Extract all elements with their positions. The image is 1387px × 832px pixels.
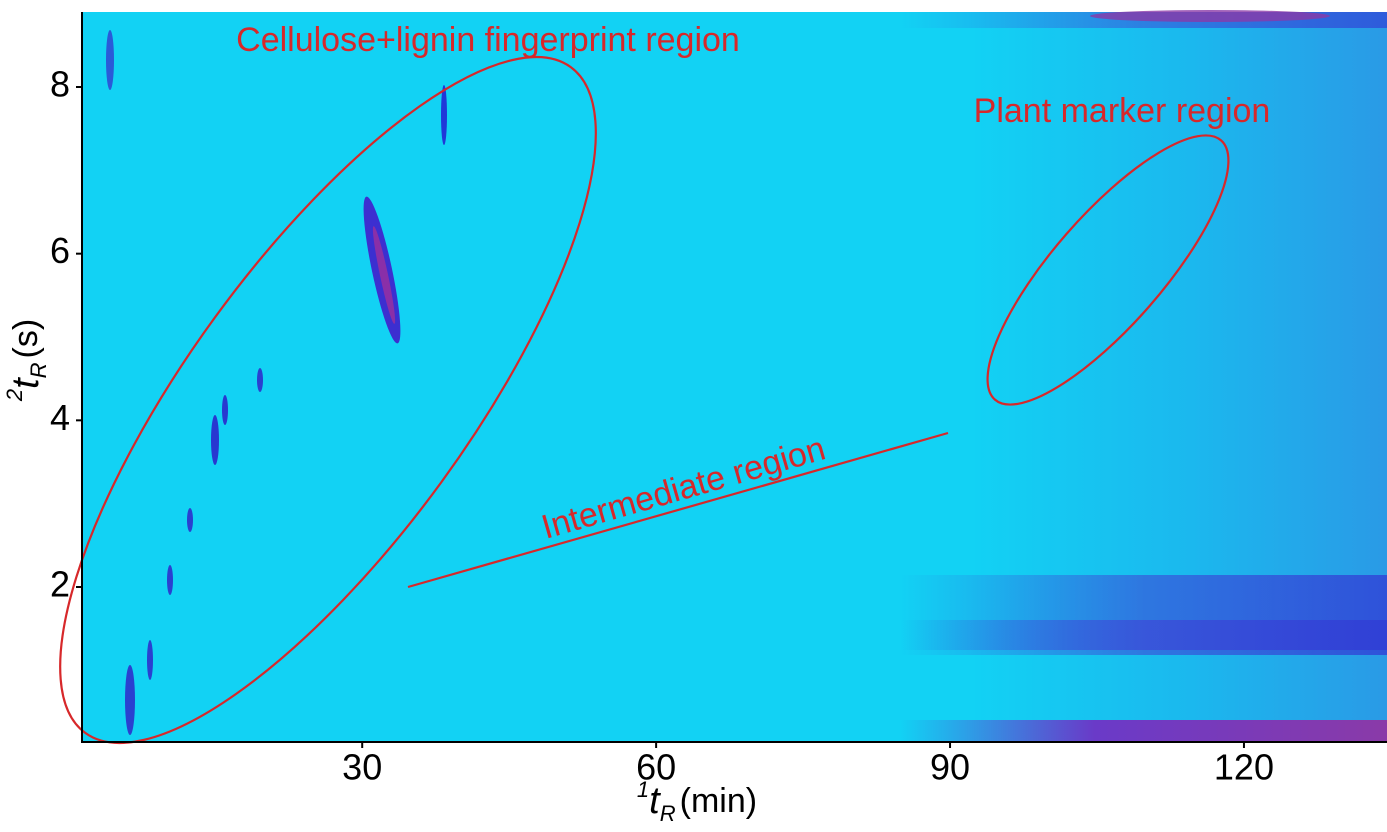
x-tick-label: 120 <box>1214 747 1274 788</box>
x-axis-label: 1tR (min) <box>637 777 757 826</box>
label-sub: R <box>26 362 51 378</box>
fingerprint-ellipse <box>59 55 597 745</box>
y-axis-label: 2tR (s) <box>2 319 51 402</box>
x-tick-label: 60 <box>636 747 676 788</box>
x-tick-label: 90 <box>930 747 970 788</box>
label-main: t <box>649 780 661 822</box>
contour-background <box>82 10 1387 742</box>
label-sup: 2 <box>2 389 27 402</box>
x-tick-label: 30 <box>342 747 382 788</box>
y-tick-label: 8 <box>50 64 70 105</box>
intermediate-line <box>407 431 949 589</box>
label-sup: 1 <box>637 777 649 802</box>
y-tick-label: 4 <box>50 397 70 438</box>
annotation: Cellulose+lignin fingerprint region <box>236 21 740 59</box>
label-unit: (min) <box>680 782 757 820</box>
annotations <box>59 55 1230 745</box>
label-sub: R <box>660 801 676 826</box>
plant-marker-ellipse <box>986 134 1230 406</box>
y-tick-label: 6 <box>50 230 70 271</box>
label-unit: (s) <box>7 319 45 359</box>
annotation: Plant marker region <box>974 92 1271 130</box>
label-main: t <box>5 377 47 389</box>
y-tick-label: 2 <box>50 564 70 605</box>
